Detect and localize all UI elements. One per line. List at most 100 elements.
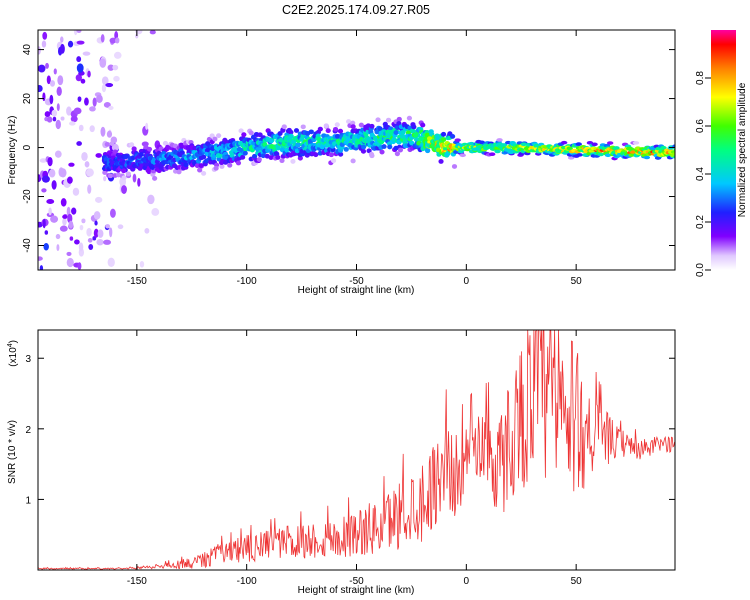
spectrogram-cell-127 bbox=[100, 34, 105, 43]
spectrogram-cell-711 bbox=[268, 155, 274, 160]
spectrogram-cell-1401 bbox=[507, 150, 515, 155]
spectrogram-cell-303 bbox=[138, 152, 144, 157]
spectrogram-cell-498 bbox=[201, 171, 207, 176]
snr-y-tick-label-2: 3 bbox=[25, 354, 31, 365]
snr-panel: -150 -100 -50 0 50 1 2 3 Height of straight li… bbox=[7, 329, 676, 596]
spectrogram-cell-855 bbox=[313, 152, 319, 158]
spectrogram-cell-1366 bbox=[488, 152, 496, 156]
spectrogram-cell-913 bbox=[330, 158, 337, 164]
colorbar-gradient bbox=[711, 30, 736, 270]
spectrogram-cell-58 bbox=[62, 218, 67, 226]
spectrogram-cell-69 bbox=[67, 40, 74, 48]
spectrogram-cell-617 bbox=[238, 128, 244, 134]
spectrogram-cell-147 bbox=[105, 82, 114, 88]
spectrogram-cell-87 bbox=[75, 74, 82, 82]
spectrogram-cell-1136 bbox=[400, 130, 406, 135]
figure-title: C2E2.2025.174.09.27.R05 bbox=[282, 3, 430, 17]
y-tick-label-0: -40 bbox=[22, 238, 33, 253]
spectrogram-cell-1008 bbox=[360, 148, 367, 154]
snr-y-scale: (x104) bbox=[7, 340, 19, 367]
spectrogram-cell-50 bbox=[60, 116, 65, 121]
spectrogram-cell-103 bbox=[87, 238, 93, 243]
spectrogram-cell-660 bbox=[251, 153, 258, 159]
spectrogram-cell-1670 bbox=[654, 156, 662, 160]
spectrogram-cell-106 bbox=[86, 168, 94, 177]
spectrogram-cell-552 bbox=[219, 164, 225, 169]
spectrogram-cell-16 bbox=[41, 175, 50, 183]
spectrogram-cell-220 bbox=[112, 149, 118, 155]
spectrogram-cell-155 bbox=[111, 143, 119, 152]
spectrogram-cell-897 bbox=[325, 128, 331, 134]
spectrogram-cell-1087 bbox=[385, 117, 392, 123]
spectrogram-cell-115 bbox=[93, 211, 101, 220]
spectrogram-cell-167 bbox=[135, 33, 139, 39]
spectrogram-cell-1062 bbox=[378, 139, 385, 145]
spectrogram-cell-794 bbox=[293, 128, 300, 133]
spectrogram-cell-140 bbox=[107, 64, 115, 71]
spectrogram-y-ticks: -40 -20 0 20 40 bbox=[22, 44, 675, 253]
spectrogram-cell-841 bbox=[308, 129, 314, 135]
spectrogram-cell-262 bbox=[125, 171, 131, 177]
spectrogram-cell-163 bbox=[121, 185, 127, 194]
spectrogram-cell-529 bbox=[212, 136, 218, 142]
spectrogram-cell-730 bbox=[273, 151, 280, 156]
spectrogram-cell-60 bbox=[66, 251, 72, 256]
spectrogram-cell-123 bbox=[96, 94, 103, 104]
x-tick-label-3: 0 bbox=[464, 276, 470, 287]
spectrogram-cell-1551 bbox=[591, 142, 598, 147]
spectrogram-cell-1011 bbox=[360, 144, 367, 150]
spectrogram-cell-82 bbox=[76, 30, 82, 34]
spectrogram-cell-98 bbox=[81, 218, 86, 224]
spectrogram-cells bbox=[38, 30, 675, 270]
spectrogram-cell-1303 bbox=[454, 138, 461, 142]
spectrogram-cell-107 bbox=[87, 184, 92, 194]
spectrogram-cell-1576 bbox=[604, 153, 612, 158]
spectrogram-cell-443 bbox=[183, 162, 189, 168]
spectrogram-cell-35 bbox=[51, 180, 57, 190]
spectrogram-cell-578 bbox=[227, 162, 233, 168]
spectrogram-cell-1377 bbox=[494, 149, 501, 154]
spectrogram-cell-1059 bbox=[377, 126, 383, 132]
spectrogram-cell-65 bbox=[69, 236, 74, 241]
spectrogram-cell-1066 bbox=[379, 149, 385, 155]
spectrogram-cell-1297 bbox=[451, 164, 458, 169]
spectrogram-cell-766 bbox=[284, 147, 290, 153]
spectrogram-cell-86 bbox=[77, 96, 82, 103]
spectrogram-cell-110 bbox=[89, 125, 95, 133]
spectrogram-cell-40 bbox=[56, 244, 60, 251]
spectrogram-cell-70 bbox=[66, 257, 74, 268]
spectrogram-cell-187 bbox=[104, 141, 110, 147]
spectrogram-cell-36 bbox=[53, 68, 57, 75]
spectrogram-cell-174 bbox=[144, 228, 150, 234]
spectrogram-cell-142 bbox=[107, 257, 115, 267]
spectrogram-cell-626 bbox=[241, 132, 247, 138]
spectrogram-cell-14 bbox=[41, 40, 47, 48]
spectrogram-cell-264 bbox=[129, 142, 135, 148]
spectrogram-cell-96 bbox=[81, 151, 88, 161]
spectrogram-cell-38 bbox=[52, 116, 57, 122]
spectrogram-cell-42 bbox=[56, 103, 60, 112]
spectrogram-cell-157 bbox=[112, 64, 119, 71]
spectrogram-cell-1288 bbox=[450, 134, 456, 139]
spectrogram-cell-33 bbox=[49, 80, 56, 87]
spectrogram-cell-26 bbox=[47, 156, 53, 167]
spectrogram-cell-931 bbox=[338, 151, 344, 157]
spectrogram-cell-918 bbox=[332, 126, 339, 132]
spectrogram-cell-101 bbox=[84, 161, 90, 168]
x-tick-label-1: -100 bbox=[237, 276, 257, 287]
spectrogram-cell-176 bbox=[149, 30, 156, 35]
spectrogram-cell-120 bbox=[97, 229, 104, 238]
spectrogram-x-ticks: -150 -100 -50 0 50 bbox=[127, 30, 582, 287]
spectrogram-cell-158 bbox=[115, 37, 120, 44]
spectrogram-cell-121 bbox=[95, 153, 102, 158]
spectrogram-cell-95 bbox=[79, 224, 84, 231]
spectrogram-cell-138 bbox=[103, 239, 112, 245]
spectrogram-cell-175 bbox=[147, 194, 155, 205]
spectrogram-cell-116 bbox=[94, 220, 98, 226]
spectrogram-cell-39 bbox=[50, 215, 59, 223]
spectrogram-cell-1034 bbox=[369, 123, 375, 129]
colorbar-tick-label-1: 0.2 bbox=[695, 215, 706, 229]
spectrogram-cell-166 bbox=[132, 173, 137, 183]
spectrogram-cell-99 bbox=[84, 97, 89, 106]
